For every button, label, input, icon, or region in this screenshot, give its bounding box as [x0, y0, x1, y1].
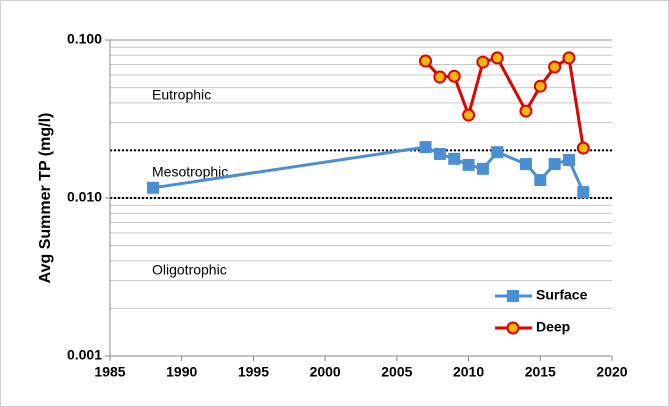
data-point: [534, 173, 547, 186]
data-point: [519, 104, 533, 118]
data-point: [147, 181, 160, 194]
data-point: [447, 69, 461, 83]
data-point: [576, 141, 590, 155]
data-point: [548, 158, 561, 171]
y-tick-label: 0.001: [67, 347, 102, 363]
x-tick-label: 2000: [310, 364, 341, 380]
y-tick-label: 0.100: [67, 31, 102, 47]
data-point: [419, 141, 432, 154]
data-point: [476, 162, 489, 175]
x-tick-label: 2015: [525, 364, 556, 380]
data-point: [433, 70, 447, 84]
legend-marker: [507, 290, 519, 302]
data-point: [533, 79, 547, 93]
data-point: [419, 54, 433, 68]
legend-label: Surface: [536, 287, 588, 303]
data-point: [448, 152, 461, 165]
zone-label: Oligotrophic: [152, 262, 227, 278]
data-point: [562, 153, 575, 166]
x-tick-label: 2020: [596, 364, 627, 380]
data-point: [490, 51, 504, 65]
data-point: [519, 158, 532, 171]
y-axis-label: Avg Summer TP (mg/l): [37, 113, 54, 284]
data-point: [433, 147, 446, 160]
data-point: [548, 60, 562, 74]
data-point: [562, 51, 576, 65]
y-tick-label: 0.010: [67, 189, 102, 205]
data-point: [577, 186, 590, 199]
x-tick-label: 1985: [94, 364, 125, 380]
legend-marker: [506, 321, 520, 335]
x-tick-label: 2005: [381, 364, 412, 380]
x-tick-label: 1995: [238, 364, 269, 380]
zone-label: Mesotrophic: [152, 164, 228, 180]
data-point: [491, 146, 504, 159]
legend-label: Deep: [536, 319, 570, 335]
data-point: [462, 108, 476, 122]
data-point: [462, 158, 475, 171]
zone-label: Eutrophic: [152, 87, 211, 103]
data-point: [476, 55, 490, 69]
x-tick-label: 2010: [453, 364, 484, 380]
x-tick-label: 1990: [166, 364, 197, 380]
